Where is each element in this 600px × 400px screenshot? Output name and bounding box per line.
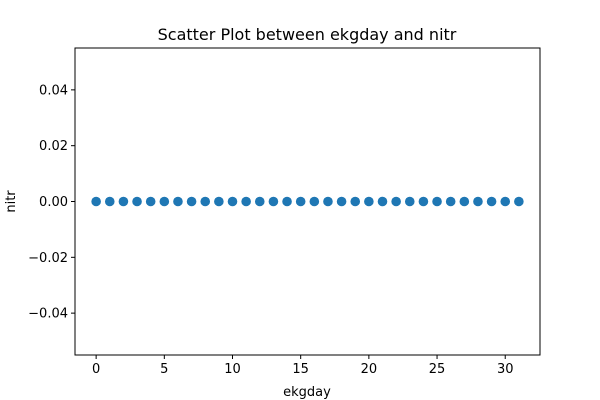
data-point (500, 196, 511, 207)
data-point (91, 196, 101, 207)
data-point (159, 196, 170, 207)
data-point (241, 196, 251, 207)
data-point (486, 196, 497, 207)
data-point (173, 196, 183, 207)
data-point (418, 196, 429, 207)
data-points (91, 196, 524, 207)
data-point (295, 196, 306, 207)
data-point (473, 196, 483, 207)
x-tick-label: 25 (429, 362, 446, 377)
data-point (391, 196, 401, 207)
data-point (514, 196, 524, 207)
y-tick-label: 0.00 (39, 195, 68, 210)
y-tick-label: −0.04 (28, 307, 68, 322)
data-point (268, 196, 279, 207)
x-axis-label: ekgday (283, 385, 331, 400)
y-tick-label: 0.04 (39, 83, 68, 98)
plot-frame (74, 47, 541, 356)
x-tick-label: 10 (224, 362, 241, 377)
data-point (364, 196, 374, 207)
data-point (282, 196, 292, 207)
data-point (200, 196, 211, 207)
data-point (227, 196, 238, 207)
y-axis: −0.04 −0.02 0.00 0.02 0.04 (28, 83, 75, 322)
x-tick-label: 30 (497, 362, 514, 377)
y-tick-label: 0.02 (39, 139, 68, 154)
data-point (404, 196, 415, 207)
x-tick-label: 5 (160, 362, 168, 377)
data-point (432, 196, 442, 207)
data-point (104, 196, 115, 207)
data-point (309, 196, 320, 207)
x-axis: 0 5 10 15 20 25 30 (92, 355, 514, 377)
data-point (336, 196, 347, 207)
data-point (254, 196, 265, 207)
data-point (459, 196, 470, 207)
data-point (377, 196, 388, 207)
chart-title: Scatter Plot between ekgday and nitr (158, 25, 457, 44)
y-axis-label: nitr (4, 190, 19, 213)
x-tick-label: 0 (92, 362, 100, 377)
data-point (186, 196, 197, 207)
data-point (145, 196, 156, 207)
data-point (214, 196, 224, 207)
y-tick-label: −0.02 (28, 251, 68, 266)
data-point (323, 196, 333, 207)
x-tick-label: 20 (361, 362, 378, 377)
x-tick-label: 15 (292, 362, 309, 377)
data-point (445, 196, 456, 207)
plot-area (74, 47, 541, 356)
data-point (132, 196, 142, 207)
data-point (350, 196, 361, 207)
data-point (118, 196, 129, 207)
